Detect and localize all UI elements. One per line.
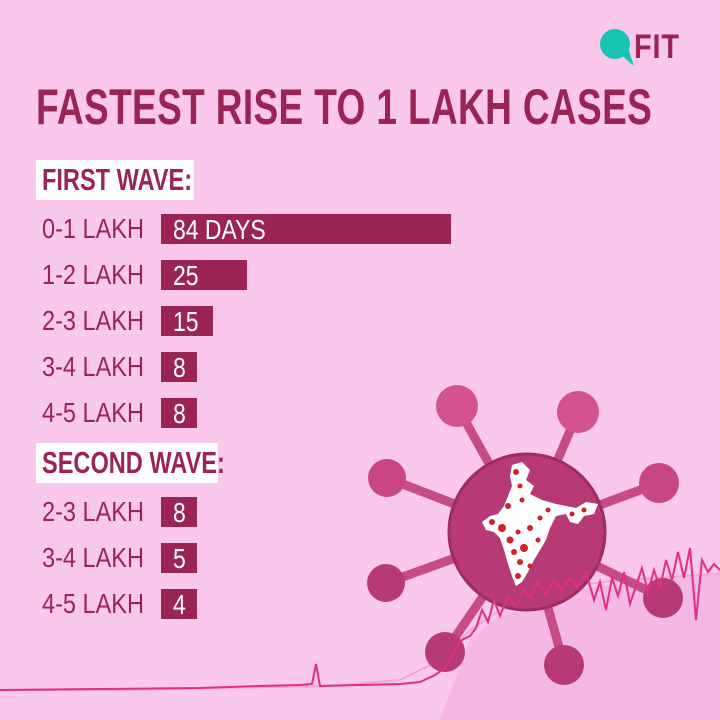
india-map-icon — [482, 462, 598, 586]
bar-value-label: 25 — [173, 260, 199, 291]
bar-value-label: 8 — [173, 398, 186, 429]
section-header-label: SECOND WAVE: — [42, 445, 225, 480]
bar-value-label: 4 — [173, 589, 186, 620]
section-header-first-wave: FIRST WAVE: — [36, 160, 194, 200]
bar-value-label: 8 — [173, 497, 186, 528]
category-label: 1-2 LAKH — [42, 259, 144, 290]
category-label: 3-4 LAKH — [42, 351, 144, 382]
category-label: 3-4 LAKH — [42, 542, 144, 573]
bar — [161, 398, 197, 428]
bar — [161, 352, 197, 382]
category-label: 4-5 LAKH — [42, 397, 144, 428]
section-header-label: FIRST WAVE: — [42, 162, 193, 197]
section-header-second-wave: SECOND WAVE: — [36, 443, 225, 483]
bar-value-label: 15 — [173, 306, 199, 337]
bar-value-label: 84 DAYS — [173, 214, 266, 245]
bar — [161, 306, 213, 336]
category-label: 4-5 LAKH — [42, 588, 144, 619]
case-trend-line — [0, 547, 720, 691]
bar — [161, 589, 197, 619]
fit-logo-icon: FIT — [598, 26, 694, 86]
virus-icon — [367, 385, 683, 685]
bar — [161, 497, 197, 527]
bar — [161, 543, 197, 573]
bar — [161, 214, 451, 244]
bar-value-label: 5 — [173, 543, 186, 574]
category-label: 0-1 LAKH — [42, 213, 144, 244]
category-label: 2-3 LAKH — [42, 305, 144, 336]
logo-text: FIT — [634, 28, 680, 66]
category-label: 2-3 LAKH — [42, 496, 144, 527]
chart-title: FASTEST RISE TO 1 LAKH CASES — [36, 79, 653, 135]
bar-value-label: 8 — [173, 352, 186, 383]
bar — [161, 260, 248, 290]
